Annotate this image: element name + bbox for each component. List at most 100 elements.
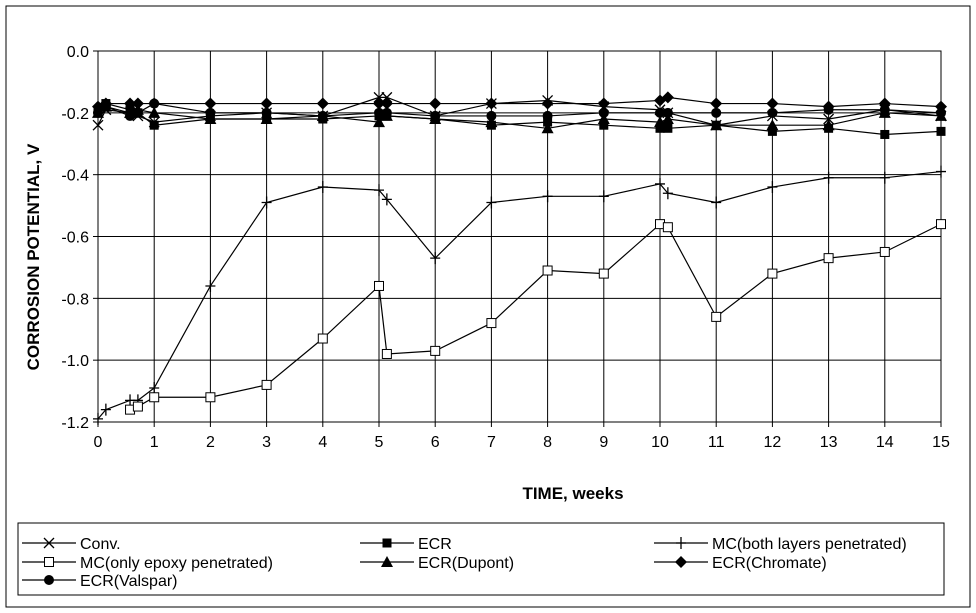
data-point (430, 252, 441, 265)
data-point (598, 107, 609, 118)
data-point (766, 119, 779, 131)
data-point (374, 280, 384, 291)
x-tick-label: 13 (820, 434, 838, 451)
data-point (710, 119, 723, 131)
data-point (542, 265, 553, 276)
legend-marker (381, 556, 393, 567)
data-point (486, 318, 497, 329)
legend-marker (44, 557, 54, 567)
data-point (93, 107, 103, 118)
y-tick-label: -0.2 (61, 106, 89, 123)
data-point (205, 392, 216, 403)
data-point (430, 345, 441, 356)
x-tick-label: 5 (375, 434, 384, 451)
data-point (823, 113, 835, 125)
x-tick-label: 4 (318, 434, 327, 451)
x-tick-label: 8 (543, 434, 552, 451)
tick-labels: 0 1 2 3 4 5 6 7 8 9 10 11 12 13 14 150.0-0.2-0.4-0.6-0.… (61, 44, 950, 451)
data-point (661, 113, 674, 125)
data-point (936, 219, 946, 230)
data-point (485, 97, 498, 110)
legend-label: MC(only epoxy penetrated) (80, 555, 273, 572)
data-point (204, 113, 217, 125)
data-point (711, 196, 722, 209)
data-point (373, 91, 385, 103)
data-point (317, 110, 328, 121)
data-point (100, 101, 111, 112)
data-point (710, 97, 723, 110)
x-tick-label: 9 (599, 434, 608, 451)
legend-marker (675, 556, 687, 568)
data-point (381, 91, 393, 103)
x-axis-label: TIME, weeks (522, 484, 623, 503)
data-point (542, 110, 553, 121)
data-point (880, 129, 890, 139)
data-point (373, 97, 385, 110)
x-tick-label: 11 (708, 434, 725, 451)
series-3 (125, 219, 946, 415)
data-point (261, 107, 272, 118)
data-point (317, 181, 328, 194)
data-point (373, 116, 385, 128)
legend-marker (44, 575, 54, 585)
data-point (132, 107, 143, 118)
x-tick-label: 6 (431, 434, 440, 451)
legend-item: Conv. (22, 536, 121, 553)
data-point (317, 333, 328, 344)
data-point (380, 97, 393, 110)
y-axis-label: CORROSION POTENTIAL, V (24, 143, 43, 370)
legend-label: MC(both layers penetrated) (712, 536, 907, 553)
data-point (261, 379, 272, 390)
data-point (766, 97, 779, 110)
data-point (767, 107, 778, 118)
series-layer (92, 91, 947, 425)
data-point (598, 268, 609, 279)
data-point (381, 107, 392, 118)
data-point (541, 122, 554, 134)
data-point (486, 196, 497, 209)
data-point (381, 348, 392, 359)
data-point (131, 97, 144, 110)
data-point (823, 104, 834, 115)
data-point (260, 97, 273, 110)
legend-marker (43, 537, 55, 549)
data-point (374, 107, 384, 118)
legend-item: ECR(Dupont) (360, 555, 514, 572)
x-tick-label: 1 (150, 434, 159, 451)
legend-label: ECR(Valspar) (80, 573, 178, 590)
y-tick-label: -0.4 (61, 168, 89, 185)
data-point (485, 116, 498, 128)
data-point (879, 246, 890, 257)
y-tick-label: 0.0 (67, 44, 89, 61)
x-tick-label: 14 (876, 434, 894, 451)
data-point (261, 196, 272, 209)
data-point (149, 98, 160, 109)
data-point (936, 165, 946, 178)
data-point (486, 110, 497, 121)
data-point (662, 187, 673, 200)
data-point (662, 107, 673, 118)
series-6 (93, 98, 946, 121)
legend-marker (382, 538, 392, 548)
x-tick-label: 2 (206, 434, 215, 451)
legend-label: ECR (418, 536, 452, 553)
data-point (204, 97, 217, 110)
legend-label: ECR(Chromate) (712, 555, 827, 572)
data-point (93, 412, 103, 425)
data-point (429, 97, 442, 110)
data-point (711, 107, 722, 118)
legend-item: ECR(Valspar) (22, 573, 178, 590)
data-point (655, 107, 665, 118)
data-point (381, 193, 392, 206)
data-point (823, 253, 834, 264)
data-point (936, 126, 946, 136)
legend-item: MC(only epoxy penetrated) (22, 555, 273, 572)
data-point (598, 190, 609, 203)
x-tick-label: 7 (487, 434, 496, 451)
data-point (822, 119, 835, 131)
legend-box (17, 522, 945, 596)
data-point (662, 222, 673, 233)
data-point (823, 171, 834, 184)
series-5 (92, 91, 947, 113)
